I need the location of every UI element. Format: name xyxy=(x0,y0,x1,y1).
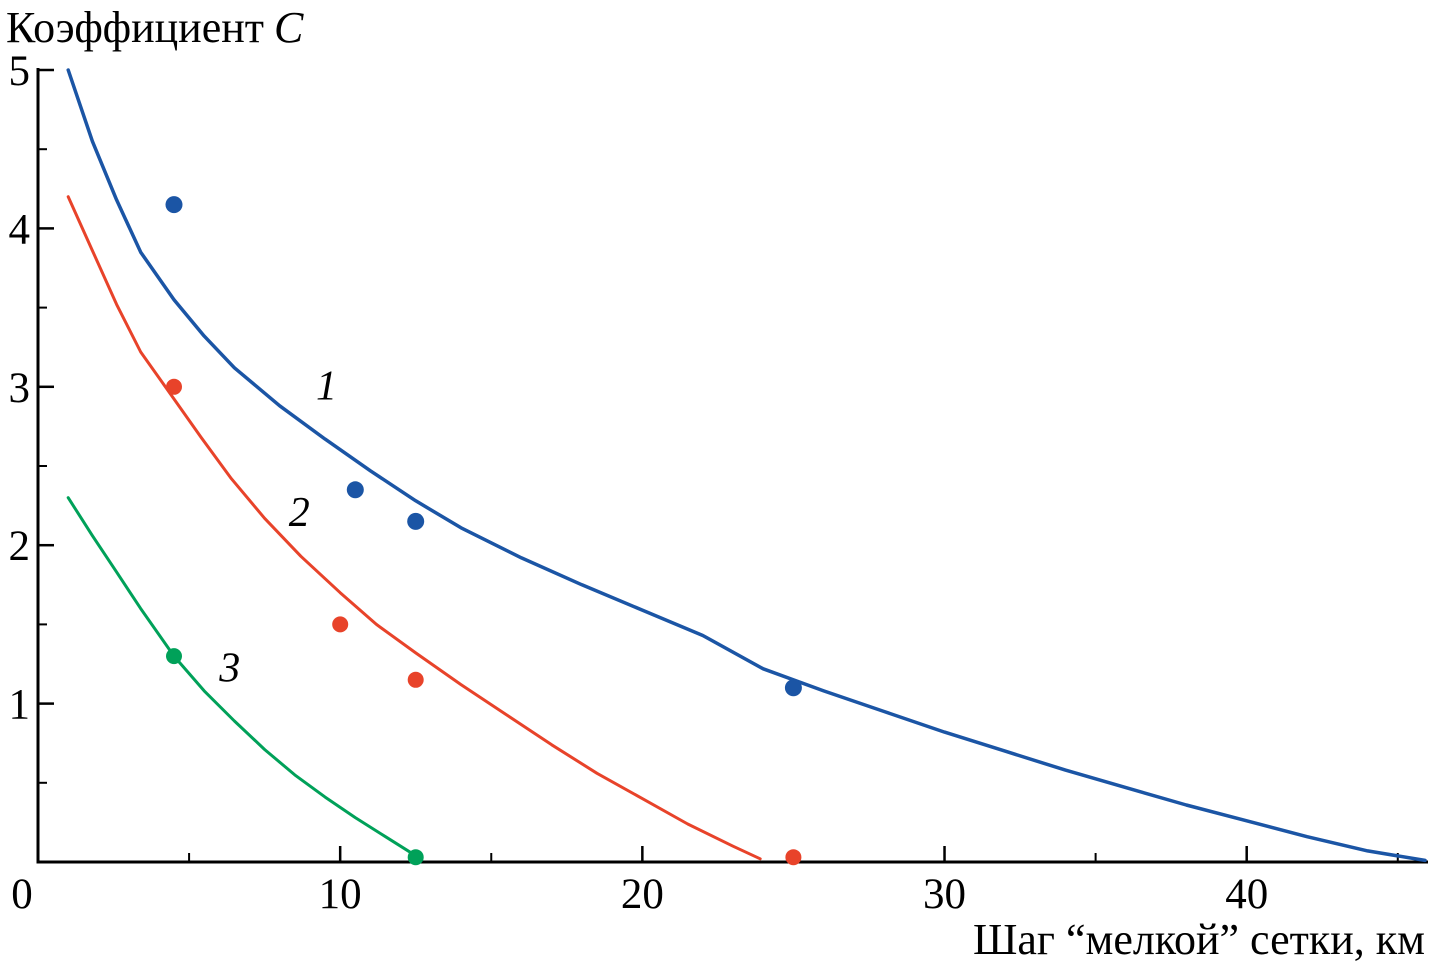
y-tick-label: 5 xyxy=(9,48,31,95)
curve-label-2: 2 xyxy=(289,490,310,536)
dots-series-1-point xyxy=(784,679,802,697)
dots-series-3-point xyxy=(166,648,182,665)
chart-title: Коэффициент C xyxy=(6,3,304,52)
dots-series-3-point xyxy=(407,849,424,866)
series-curve-2 xyxy=(66,195,762,861)
x-tick-label: 20 xyxy=(621,871,664,918)
dots-series-2-point xyxy=(166,378,182,395)
series-curve-1 xyxy=(66,68,1427,863)
dots-series-2-point xyxy=(332,616,349,633)
curve-label-1: 1 xyxy=(316,364,337,410)
chart-title-variable: C xyxy=(274,3,304,52)
dots-series-1-point xyxy=(407,512,425,530)
curve-label-3: 3 xyxy=(218,645,240,691)
x-tick-label: 10 xyxy=(319,871,362,918)
axes xyxy=(36,68,1428,864)
y-tick-label: 4 xyxy=(9,206,31,253)
x-tick-label: 40 xyxy=(1225,871,1268,918)
y-tick-label: 3 xyxy=(9,365,31,412)
y-tick-label: 1 xyxy=(9,682,31,729)
dots-series-2-point xyxy=(785,849,802,866)
series-curve-3 xyxy=(66,496,418,858)
x-origin-label: 0 xyxy=(11,871,33,918)
x-tick-label: 30 xyxy=(923,871,966,918)
dots-series-1-point xyxy=(346,481,364,499)
y-tick-label: 2 xyxy=(9,523,31,570)
x-axis-label: Шаг “мелкой” сетки, км xyxy=(972,915,1425,964)
chart-title-text: Коэффициент xyxy=(6,3,265,52)
dots-series-2-point xyxy=(407,671,424,688)
dots-series-1-point xyxy=(165,196,183,214)
